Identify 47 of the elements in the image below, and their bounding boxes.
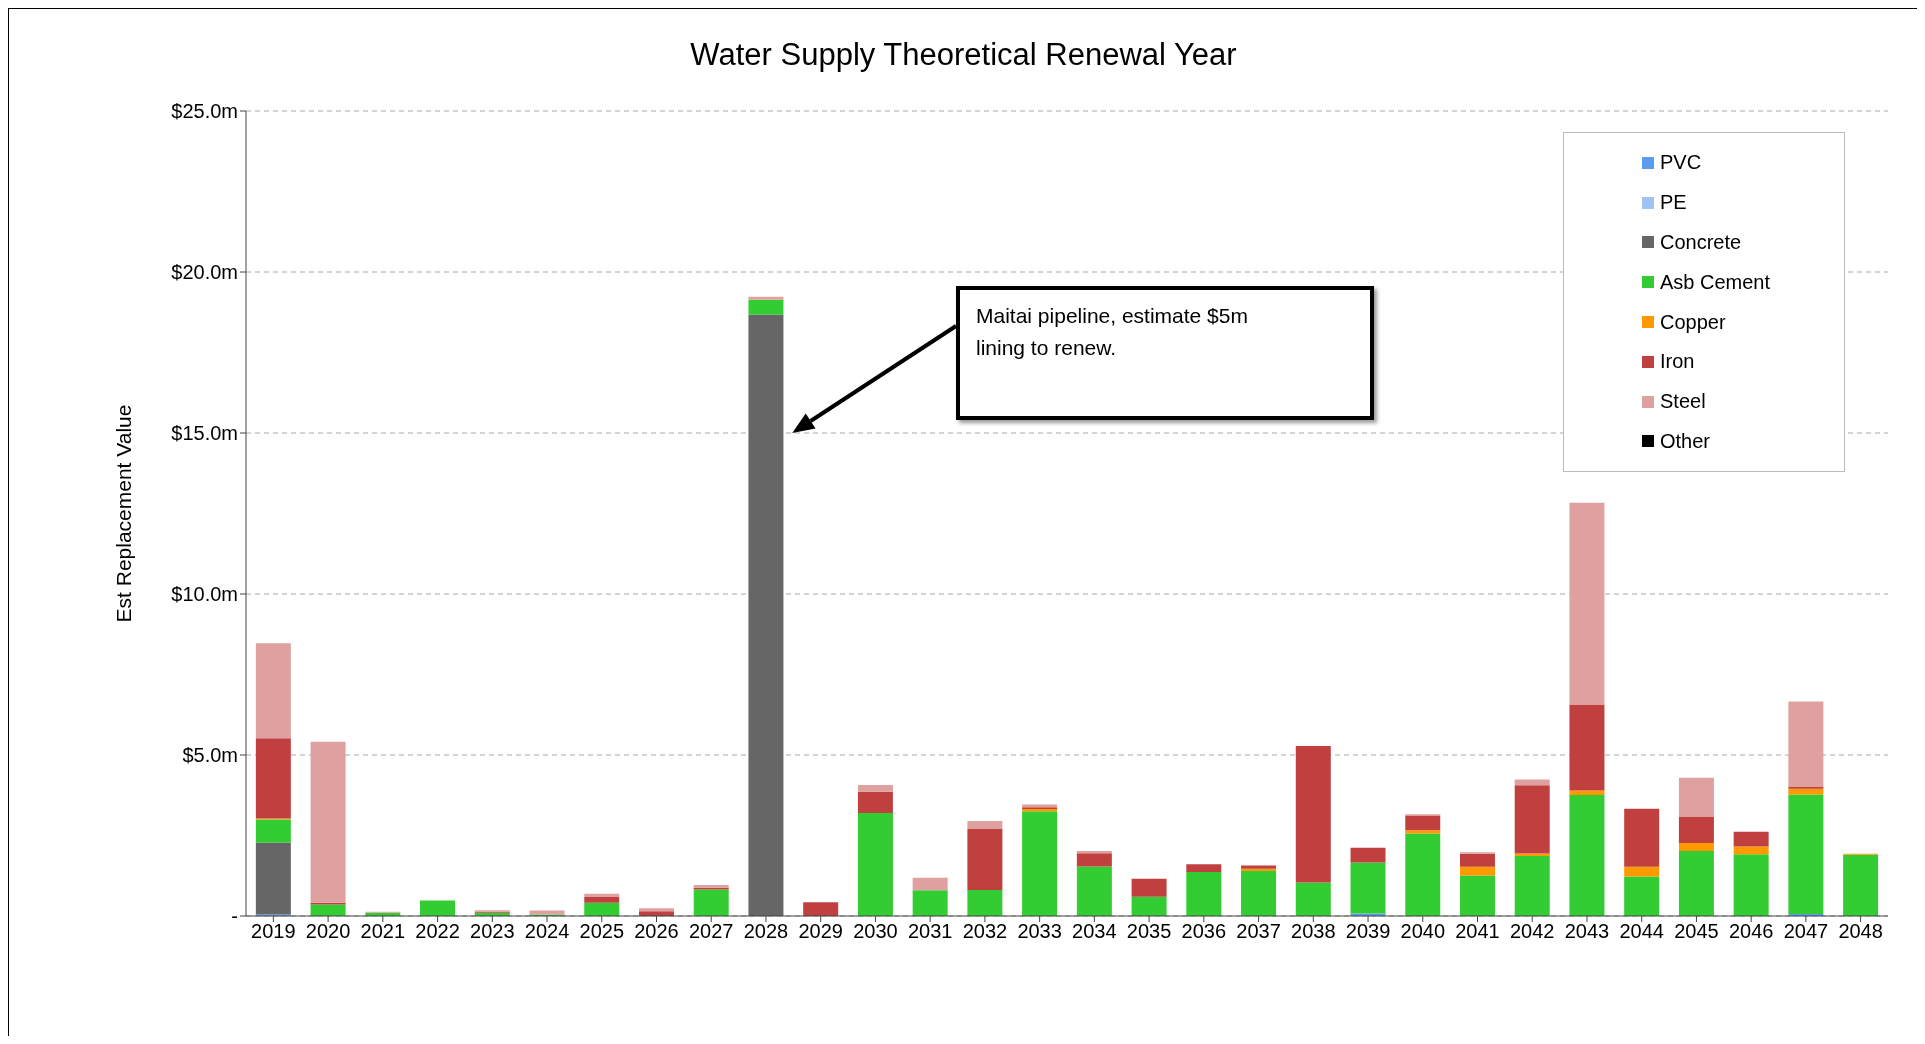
legend-label: Concrete (1660, 230, 1742, 254)
x-tick-label: 2023 (470, 920, 515, 943)
y-axis-title: Est Replacement Value (112, 404, 136, 623)
x-tick-label: 2039 (1345, 920, 1391, 943)
x-tick-label: 2043 (1564, 920, 1610, 943)
x-tick-label: 2034 (1072, 920, 1117, 943)
text-box: Maitai pipeline, estimate $5m lining to renew. (956, 286, 1374, 420)
x-tick-label: 2047 (1783, 920, 1829, 943)
legend-label: Copper (1660, 310, 1726, 334)
legend-label: Other (1660, 429, 1711, 453)
x-tick-label: 2033 (1017, 920, 1062, 943)
x-tick-label: 2021 (360, 920, 406, 943)
x-tick-label: 2041 (1455, 920, 1500, 943)
legend-label: Steel (1660, 390, 1706, 414)
y-tick-label: $10.0m (171, 583, 238, 606)
x-tick-label: 2044 (1619, 920, 1664, 943)
x-tick-label: 2048 (1838, 920, 1883, 943)
chart-title: Water Supply Theoretical Renewal Year (689, 37, 1238, 73)
x-tick-label: 2027 (688, 920, 734, 943)
y-tick-label: $15.0m (171, 422, 238, 445)
x-tick-label: 2036 (1181, 920, 1227, 943)
x-tick-label: 2025 (579, 920, 625, 943)
x-tick-label: 2038 (1291, 920, 1336, 943)
x-tick-label: 2030 (853, 920, 898, 943)
legend-label: PVC (1660, 151, 1702, 175)
x-tick-label: 2046 (1728, 920, 1774, 943)
x-tick-label: 2020 (305, 920, 351, 943)
y-tick-label: $20.0m (171, 261, 238, 284)
x-tick-label: 2035 (1126, 920, 1172, 943)
x-tick-label: 2019 (251, 920, 296, 943)
x-tick-label: 2024 (524, 920, 570, 943)
x-tick-label: 2026 (634, 920, 679, 943)
y-tick-label: $25.0m (171, 100, 238, 123)
legend-label: Asb Cement (1660, 270, 1771, 294)
legend-label: PE (1660, 191, 1687, 215)
x-tick-label: 2040 (1400, 920, 1446, 943)
y-tick-label: - (231, 905, 238, 928)
x-tick-label: 2031 (907, 920, 953, 943)
x-tick-label: 2022 (415, 920, 460, 943)
x-tick-label: 2042 (1509, 920, 1555, 943)
x-tick-label: 2037 (1236, 920, 1281, 943)
y-tick-label: $5.0m (182, 744, 238, 767)
legend-label: Iron (1660, 350, 1695, 374)
x-tick-label: 2029 (798, 920, 843, 943)
x-tick-label: 2045 (1674, 920, 1719, 943)
x-tick-label: 2032 (962, 920, 1008, 943)
x-tick-label: 2028 (743, 920, 789, 943)
